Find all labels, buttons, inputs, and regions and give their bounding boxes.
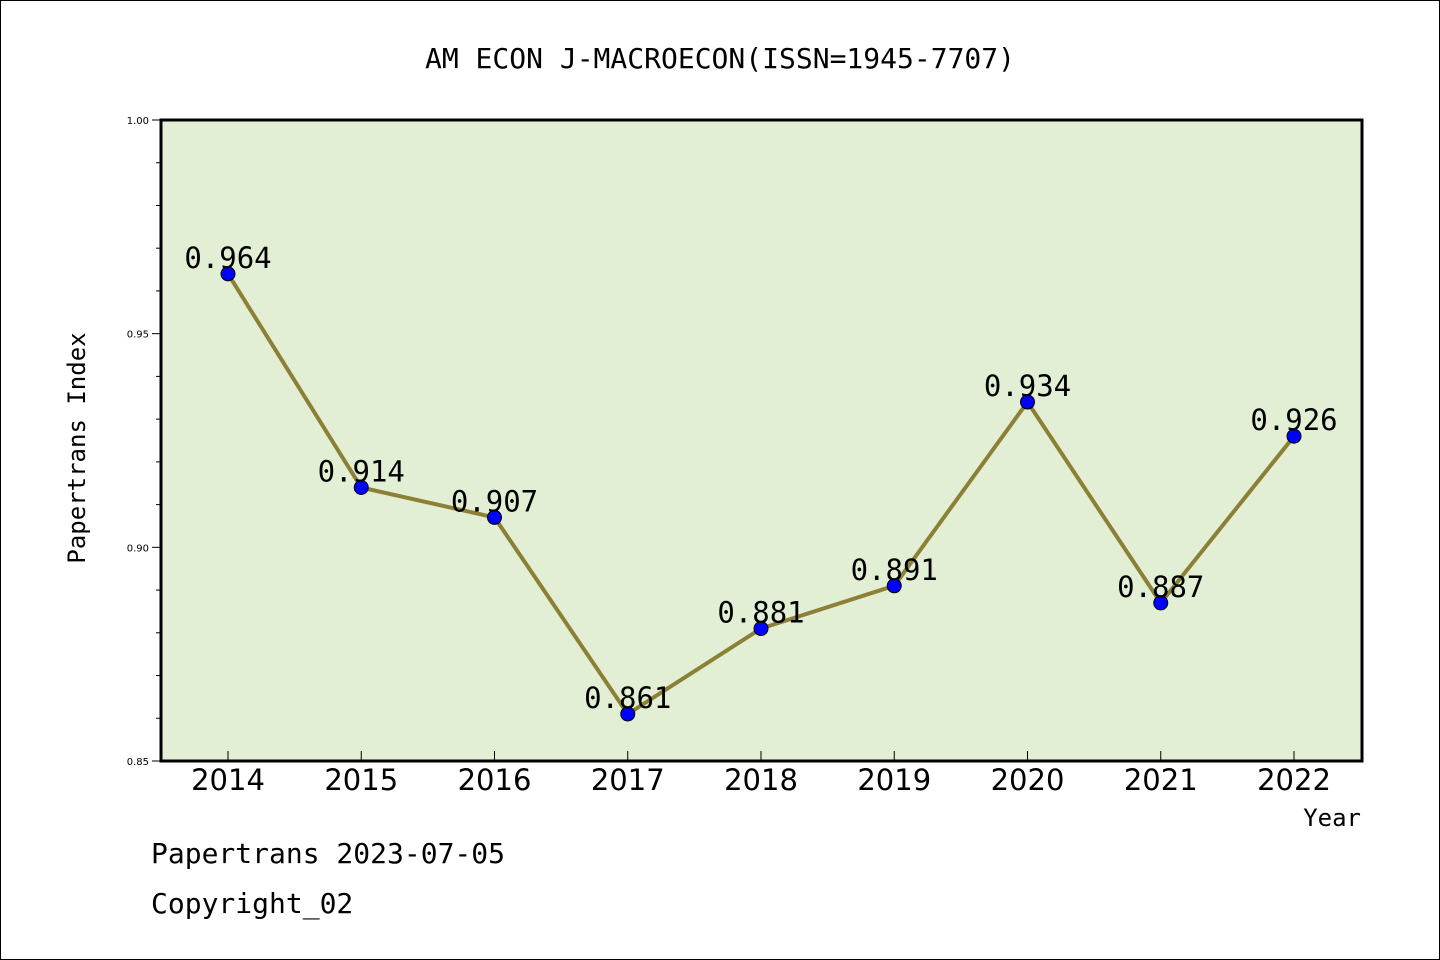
data-label: 0.887 [1117, 570, 1204, 604]
plot-border [159, 118, 1364, 763]
data-label-layer: 0.964 0.914 0.907 0.861 0.881 0.891 0.934 0.887… [184, 241, 1337, 715]
data-label: 0.934 [984, 369, 1071, 403]
x-tick-label: 2017 [591, 763, 665, 797]
x-tick-label: 2015 [324, 763, 398, 797]
data-label: 0.891 [851, 553, 938, 587]
x-tick-label: 2016 [458, 763, 532, 797]
data-label: 0.861 [584, 681, 671, 715]
x-tick-label: 2019 [857, 763, 931, 797]
data-point-marker [1020, 394, 1035, 410]
y-tick-label: 0.85 [127, 757, 149, 768]
data-label: 0.926 [1250, 403, 1337, 437]
data-label: 0.907 [451, 484, 538, 518]
data-label: 0.881 [717, 596, 804, 630]
data-label: 0.964 [184, 241, 271, 275]
y-tick-label: 1.00 [127, 116, 149, 127]
y-tick-label: 0.95 [127, 330, 149, 341]
plot-area [161, 120, 1362, 761]
data-point-marker [220, 266, 236, 282]
x-tick-label: 2022 [1257, 763, 1331, 797]
footer-date: Papertrans 2023-07-05 [151, 837, 506, 870]
data-label: 0.914 [318, 455, 405, 489]
y-tick-label: 0.90 [127, 543, 149, 554]
footer-copyright: Copyright_02 [151, 887, 354, 920]
tick-label-layer: 0.85 0.90 0.95 1.00 2014 2015 2016 2017 2018 2019… [127, 116, 1331, 797]
chart-title: AM ECON J-MACROECON(ISSN=1945-7707) [425, 42, 1015, 75]
y-axis-label: Papertrans Index [63, 332, 91, 563]
data-point-marker [353, 480, 369, 496]
x-axis-label: Year [1303, 804, 1361, 832]
data-point-marker [1286, 428, 1302, 444]
x-tick-label: 2018 [724, 763, 798, 797]
series-layer [220, 266, 1302, 722]
data-point-marker [753, 621, 769, 637]
x-tick-label: 2014 [191, 763, 265, 797]
data-point-marker [1153, 595, 1169, 611]
x-tick-label: 2021 [1124, 763, 1198, 797]
data-point-marker [620, 706, 636, 722]
data-point-marker [886, 578, 902, 594]
data-point-marker [487, 509, 502, 525]
x-tick-label: 2020 [991, 763, 1065, 797]
